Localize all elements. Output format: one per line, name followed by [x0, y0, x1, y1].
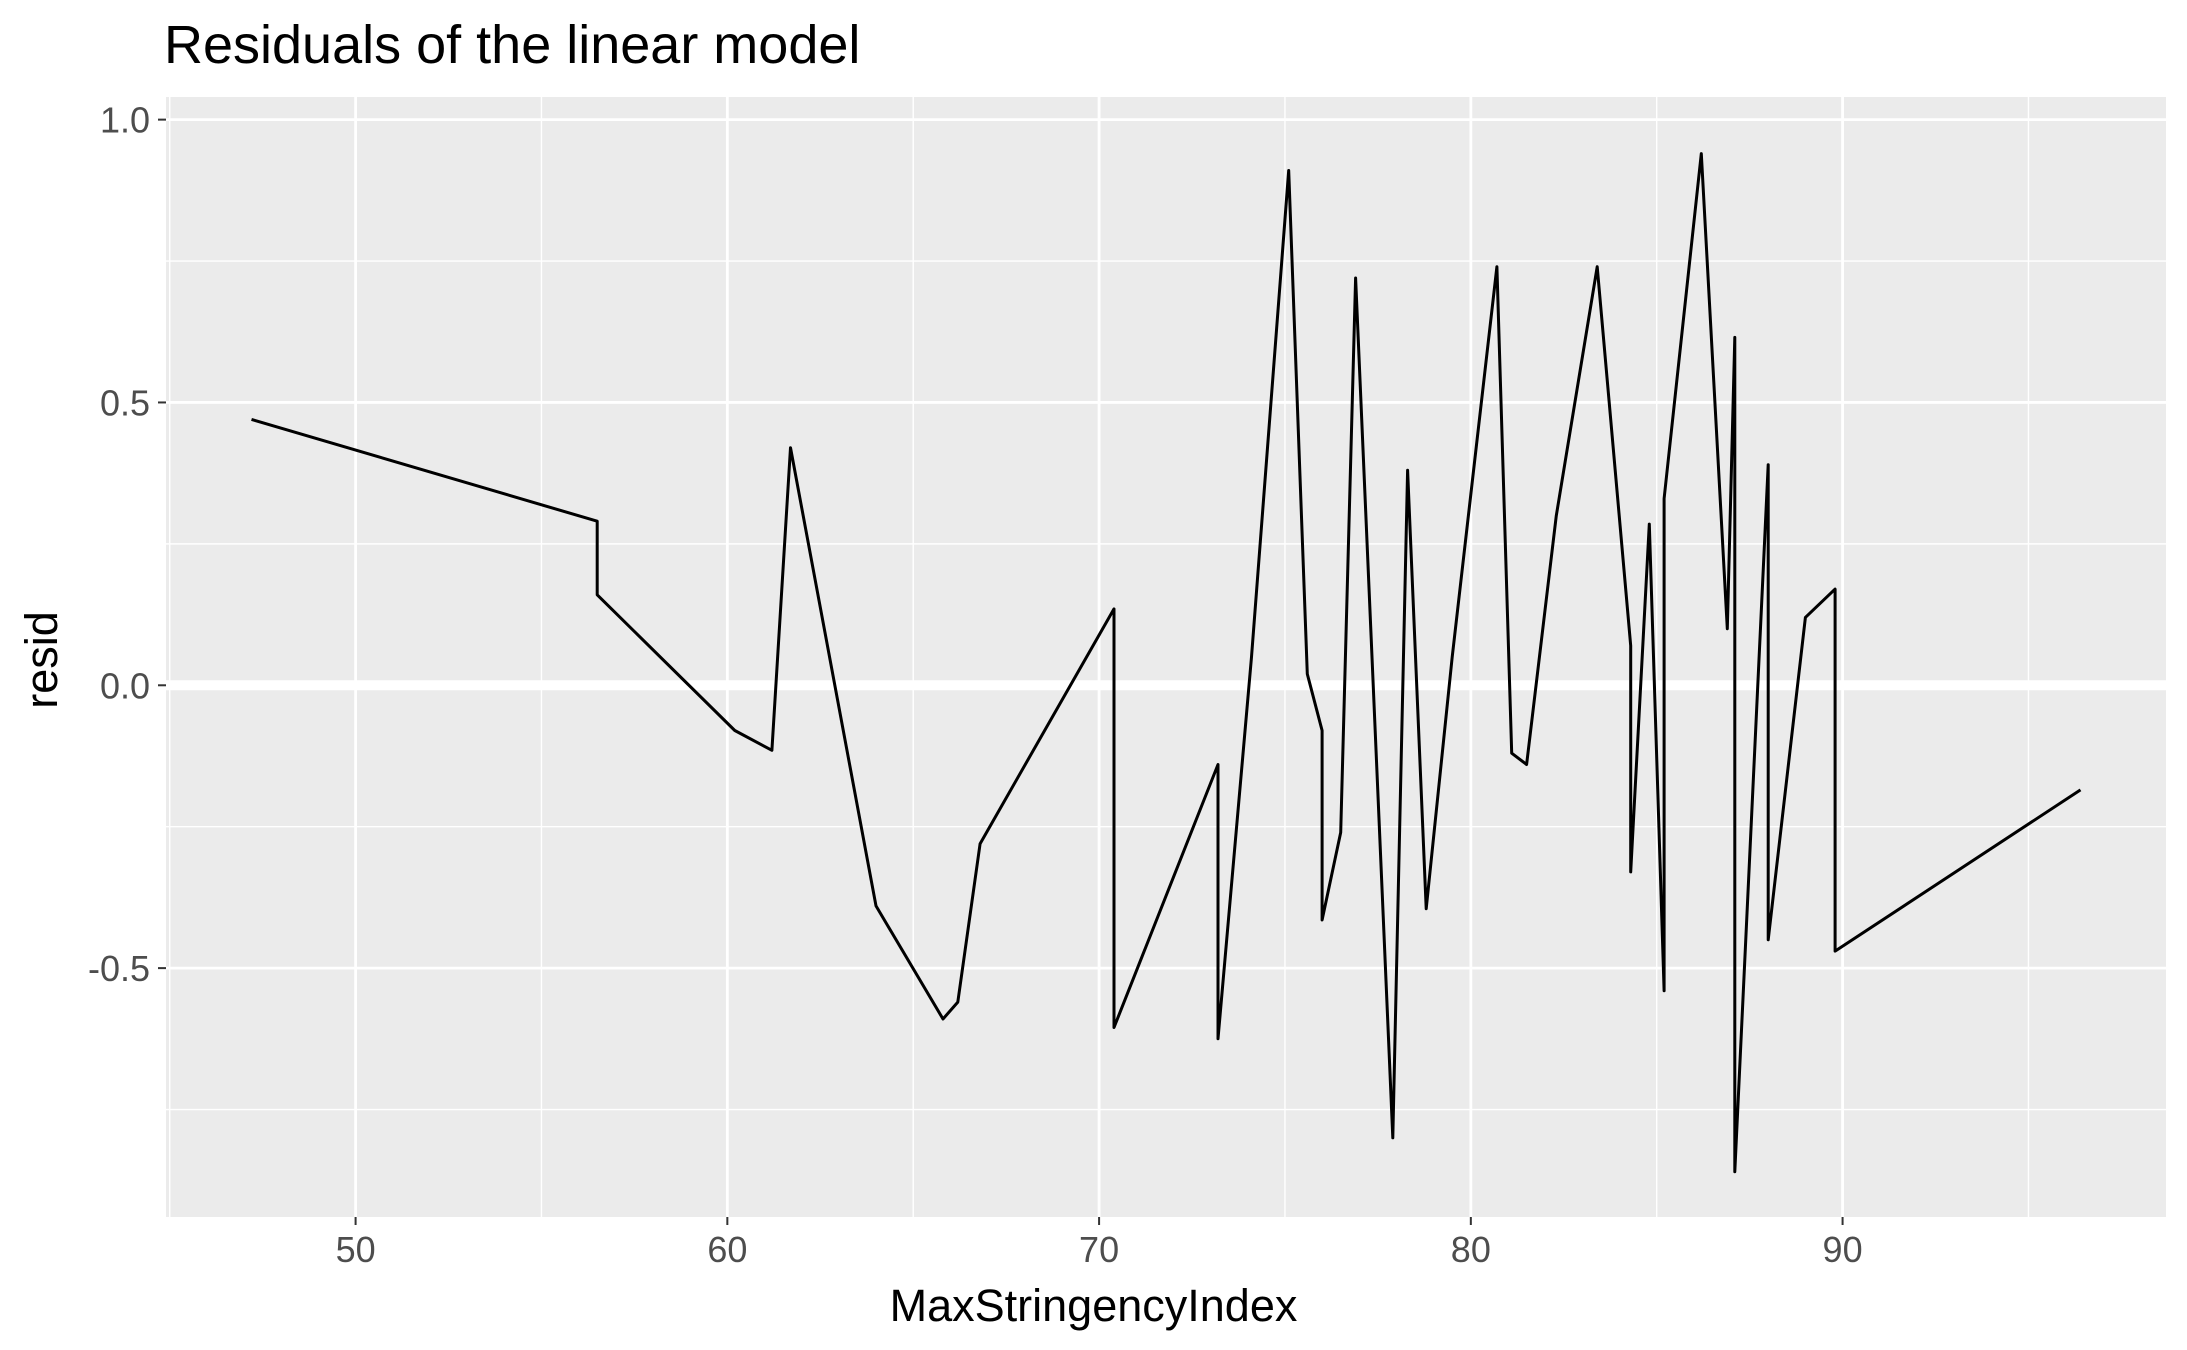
y-tick-label: 1.0: [100, 100, 150, 141]
y-axis-label: resid: [16, 611, 67, 709]
x-tick-label: 50: [336, 1229, 376, 1270]
chart-title: Residuals of the linear model: [164, 15, 861, 75]
y-tick-label: 0.5: [100, 382, 150, 423]
grid-lines: [166, 97, 2166, 1217]
x-tick-label: 70: [1079, 1229, 1119, 1270]
x-tick-label: 80: [1451, 1229, 1491, 1270]
residual-line: [251, 152, 2082, 1174]
y-tick-label: 0.0: [100, 665, 150, 706]
x-tick-label: 90: [1823, 1229, 1863, 1270]
plot-panel: [166, 97, 2166, 1217]
x-axis-label: MaxStringencyIndex: [889, 1280, 1298, 1331]
x-tick-label: 60: [707, 1229, 747, 1270]
axes: 50 60 70 80 90 -0.5 0.0 0.5 1.0: [88, 100, 1863, 1270]
series-residuals: [251, 152, 2082, 1174]
y-tick-label: -0.5: [88, 948, 150, 989]
